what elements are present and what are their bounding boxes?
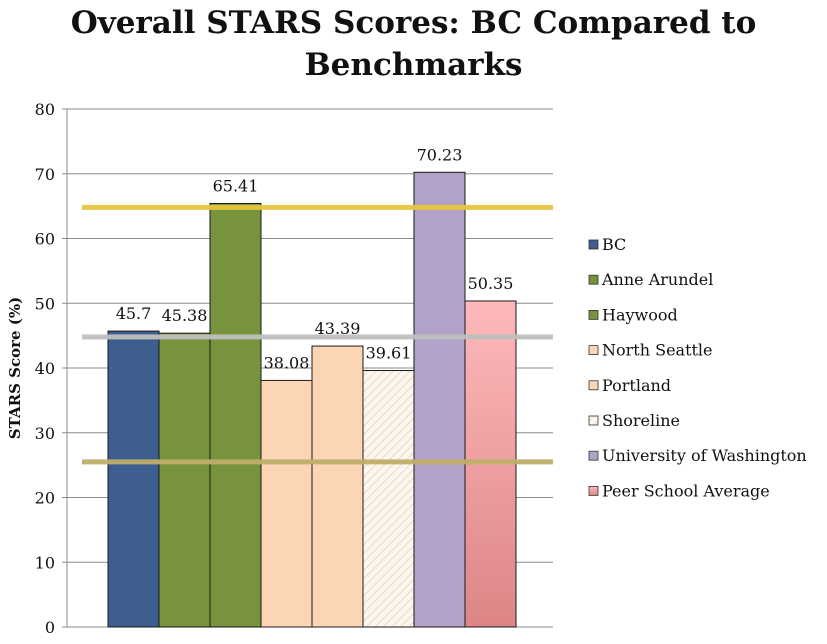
y-tick-label: 0 bbox=[45, 618, 55, 637]
reference-line-1 bbox=[82, 204, 553, 210]
chart-title: Overall STARS Scores: BC Compared to Ben… bbox=[0, 2, 827, 86]
legend-label: Anne Arundel bbox=[601, 270, 713, 289]
y-tick-label: 40 bbox=[35, 359, 55, 378]
legend-swatch bbox=[588, 309, 599, 320]
legend-swatch bbox=[588, 345, 599, 356]
data-label: 43.39 bbox=[315, 319, 361, 338]
legend-swatch bbox=[588, 450, 599, 461]
chart-title-line-2: Benchmarks bbox=[304, 47, 523, 83]
legend-swatch bbox=[588, 274, 599, 285]
bar-university-of-washington bbox=[413, 171, 466, 628]
legend-label: Portland bbox=[602, 376, 671, 395]
reference-line-2 bbox=[82, 334, 553, 340]
reference-lines bbox=[82, 204, 553, 465]
legend-label: Peer School Average bbox=[602, 481, 770, 500]
legend-swatch bbox=[588, 380, 599, 391]
legend-label: University of Washington bbox=[602, 446, 807, 465]
data-label: 39.61 bbox=[366, 344, 412, 363]
legend-swatch bbox=[588, 239, 599, 250]
data-labels: 45.7 45.38 65.41 38.08 43.39 39.61 70.23 50.35 bbox=[116, 145, 514, 372]
data-label: 45.38 bbox=[162, 306, 208, 325]
bar-shoreline bbox=[362, 370, 415, 628]
legend-label: Shoreline bbox=[602, 411, 680, 430]
y-tick-label: 80 bbox=[35, 100, 55, 119]
chart-title-line-1: Overall STARS Scores: BC Compared to bbox=[70, 5, 757, 41]
y-axis: 0 10 20 30 40 50 60 70 80 bbox=[35, 100, 68, 637]
data-label: 70.23 bbox=[417, 145, 463, 164]
legend: BC Anne Arundel Haywood North Seattle Portla… bbox=[588, 235, 807, 500]
y-tick-label: 70 bbox=[35, 165, 55, 184]
bars bbox=[107, 171, 517, 628]
y-tick-label: 60 bbox=[35, 230, 55, 249]
y-axis-label: STARS Score (%) bbox=[6, 297, 24, 439]
legend-label: North Seattle bbox=[602, 341, 713, 360]
legend-swatch bbox=[588, 415, 599, 426]
y-tick-label: 20 bbox=[35, 489, 55, 508]
legend-label: Haywood bbox=[602, 305, 678, 324]
y-tick-label: 30 bbox=[35, 424, 55, 443]
data-label: 65.41 bbox=[213, 176, 259, 195]
bar-portland bbox=[311, 345, 364, 628]
bar-haywood bbox=[209, 202, 262, 628]
reference-line-3 bbox=[82, 459, 553, 465]
y-tick-label: 10 bbox=[35, 553, 55, 572]
data-label: 38.08 bbox=[264, 353, 310, 372]
bar-north-seattle bbox=[260, 379, 313, 628]
legend-swatch bbox=[588, 485, 599, 496]
bar-anne-arundel bbox=[158, 332, 211, 628]
y-tick-label: 50 bbox=[35, 294, 55, 313]
data-label: 45.7 bbox=[116, 304, 152, 323]
legend-label: BC bbox=[602, 235, 626, 254]
data-label: 50.35 bbox=[468, 274, 514, 293]
bar-bc bbox=[107, 330, 160, 628]
